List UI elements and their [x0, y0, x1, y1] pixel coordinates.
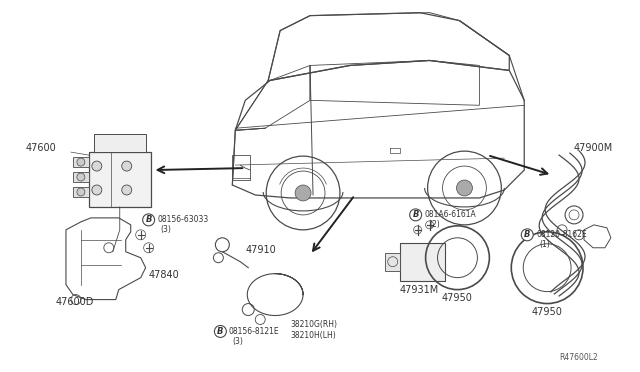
- Circle shape: [456, 180, 472, 196]
- Text: 08156-63033: 08156-63033: [157, 215, 209, 224]
- Circle shape: [77, 173, 85, 181]
- Circle shape: [521, 229, 533, 241]
- Bar: [89, 152, 150, 207]
- Text: R47600L2: R47600L2: [559, 353, 598, 362]
- Circle shape: [92, 161, 102, 171]
- Text: 081A6-6161A: 081A6-6161A: [424, 211, 476, 219]
- Text: B: B: [217, 327, 223, 336]
- Text: (2): (2): [429, 220, 440, 230]
- Text: B: B: [524, 230, 531, 239]
- Text: B: B: [412, 211, 419, 219]
- Circle shape: [143, 214, 155, 226]
- Circle shape: [77, 188, 85, 196]
- Text: 47600D: 47600D: [56, 296, 94, 307]
- Bar: [73, 157, 89, 167]
- Text: 47840: 47840: [148, 270, 179, 280]
- Text: 47910: 47910: [245, 245, 276, 255]
- Bar: [232, 155, 250, 180]
- Text: 38210G(RH): 38210G(RH): [290, 320, 337, 329]
- Circle shape: [92, 185, 102, 195]
- Text: 47600: 47600: [25, 143, 56, 153]
- Circle shape: [122, 161, 132, 171]
- Text: B: B: [145, 215, 152, 224]
- Text: 47900M: 47900M: [574, 143, 613, 153]
- Text: 47950: 47950: [532, 307, 563, 317]
- Bar: [73, 187, 89, 197]
- Text: 08120-8162E: 08120-8162E: [536, 230, 587, 239]
- Circle shape: [214, 326, 227, 337]
- Text: (3): (3): [161, 225, 172, 234]
- Bar: [73, 172, 89, 182]
- Circle shape: [295, 185, 311, 201]
- Text: 08156-8121E: 08156-8121E: [228, 327, 279, 336]
- Bar: [94, 134, 146, 152]
- Circle shape: [77, 158, 85, 166]
- Text: 47950: 47950: [442, 293, 473, 302]
- Text: (3): (3): [232, 337, 243, 346]
- Text: 47931M: 47931M: [400, 285, 439, 295]
- Bar: [385, 253, 400, 271]
- Text: 38210H(LH): 38210H(LH): [290, 331, 336, 340]
- Text: (1): (1): [539, 240, 550, 249]
- Circle shape: [122, 185, 132, 195]
- Bar: [400, 243, 445, 280]
- Circle shape: [410, 209, 422, 221]
